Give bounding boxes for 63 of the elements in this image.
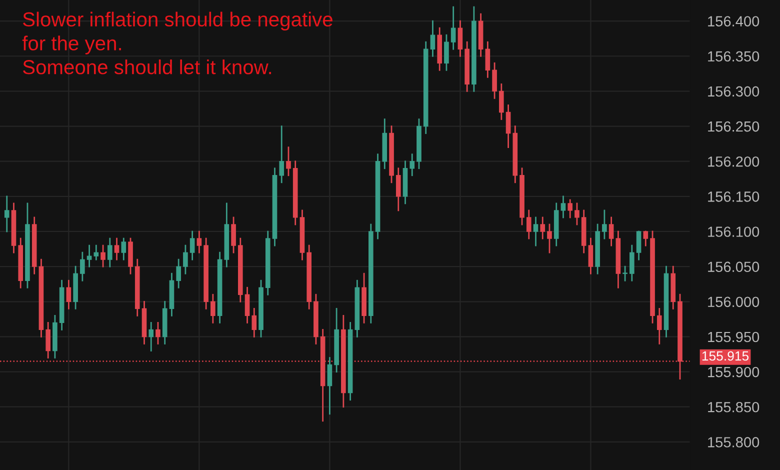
candlestick [396,168,401,212]
y-tick-label: 156.400 [708,16,760,26]
candlestick [4,196,10,232]
candlestick [526,210,532,240]
candlestick [156,322,160,344]
candlestick [547,224,552,254]
y-tick-label: 155.900 [708,366,760,378]
candlestick [450,6,456,50]
candlestick [568,199,573,218]
candlestick [560,196,566,218]
y-tick-label: 155.850 [708,402,760,412]
candlestick [94,244,99,260]
candlestick [588,238,594,274]
ref-line-label: 155.915 [702,351,749,361]
candlestick [176,258,181,288]
candlestick [602,210,607,240]
candlestick [643,230,648,246]
candlestick [444,34,449,71]
candlestick [210,294,216,324]
candlestick [533,216,538,246]
candlestick [540,216,546,240]
annotation: Slower inflation should be negative for the yen. Someone should let it know. [22,12,332,74]
candlestick [327,357,332,415]
candlestick [114,238,120,260]
y-tick-label: 156.250 [708,121,760,132]
y-tick-label: 156.300 [708,86,760,97]
candlestick [636,230,642,260]
candlestick [80,252,85,282]
y-tick-label: 156.000 [708,296,760,308]
y-tick-label: 156.150 [708,192,760,202]
y-tick-label: 156.100 [708,226,760,237]
candlestick [608,216,614,246]
candlestick [121,238,126,260]
candlestick [46,322,50,358]
candlestick [656,308,662,344]
y-tick-label: 155.800 [708,437,760,448]
candlestick [190,230,195,260]
y-tick-label: 156.200 [708,156,760,167]
candlestick [148,322,154,352]
candlestick [231,216,236,254]
candlestick [279,126,284,184]
candlestick [86,244,92,268]
candlestick [430,20,436,57]
candlestick [244,286,250,324]
candlestick [622,266,628,282]
candlestick [410,154,415,176]
candlestick [492,62,497,99]
candlestick [286,146,291,176]
candlestick [506,104,511,148]
candlestick [183,244,188,274]
y-tick-label: 155.950 [708,332,760,342]
y-tick-label: 156.350 [708,51,760,62]
candlestick [574,202,580,226]
candlestick [458,20,463,57]
candlestick [196,230,202,254]
y-tick-label: 156.050 [708,262,760,272]
candlestick [252,308,257,338]
candlestick [499,83,504,120]
candlestick [485,41,490,78]
candlestick [100,244,106,268]
candlestick [66,280,72,310]
candlestick [630,244,634,282]
candlestick [107,238,112,268]
